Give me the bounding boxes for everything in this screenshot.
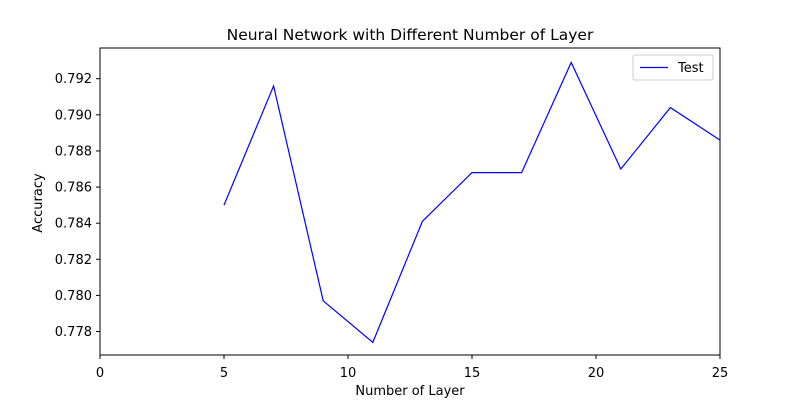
y-tick-label: 0.792 — [55, 72, 92, 87]
y-tick-label: 0.782 — [55, 253, 92, 268]
y-tick-label: 0.778 — [55, 325, 92, 340]
legend: Test — [632, 54, 714, 81]
y-axis: 0.778 0.780 0.782 0.784 0.786 0.788 0.790 0.792 — [55, 72, 100, 340]
x-tick-label: 20 — [588, 366, 605, 381]
plot-frame — [99, 47, 721, 356]
x-tick-label: 15 — [464, 366, 481, 381]
x-axis-label: Number of Layer — [355, 384, 465, 399]
y-tick-label: 0.780 — [55, 289, 92, 304]
y-axis-label: Accuracy — [31, 173, 46, 233]
legend-label-test: Test — [677, 61, 704, 76]
x-tick-label: 5 — [220, 366, 228, 381]
y-tick-label: 0.790 — [55, 108, 92, 123]
legend-box — [632, 54, 714, 81]
y-tick-label: 0.786 — [55, 181, 92, 196]
x-tick-label: 10 — [340, 366, 357, 381]
x-tick-label: 25 — [712, 366, 729, 381]
x-tick-label: 0 — [96, 366, 104, 381]
y-tick-label: 0.788 — [55, 144, 92, 159]
series-line-test — [223, 61, 721, 344]
series-layer — [223, 61, 721, 344]
chart-title: Neural Network with Different Number of … — [227, 26, 594, 44]
y-tick-label: 0.784 — [55, 217, 92, 232]
x-axis: 0 5 10 15 20 25 — [96, 355, 728, 381]
